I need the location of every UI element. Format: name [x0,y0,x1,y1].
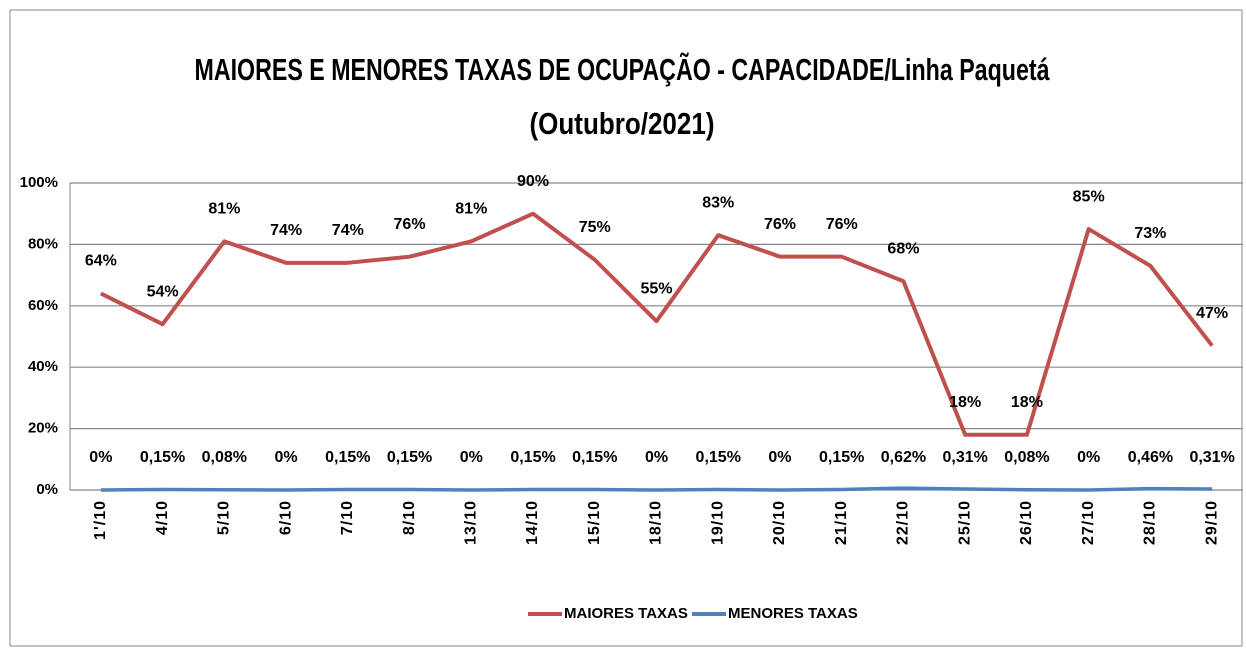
data-label: 0,15% [510,449,555,466]
data-label: 0,15% [696,449,741,466]
x-tick-label: 29/10 [1203,500,1220,545]
data-label: 0,08% [1004,449,1049,466]
x-tick-label: 18/10 [648,500,665,545]
x-tick-label: 1'/10 [92,500,109,540]
y-tick-label: 80% [28,235,58,252]
data-label: 73% [1134,225,1166,242]
data-label: 64% [85,253,117,270]
x-tick-label: 21/10 [833,500,850,545]
data-label: 0% [275,449,298,466]
data-label: 85% [1073,188,1105,205]
data-label: 81% [208,201,240,218]
data-label: 90% [517,173,549,190]
data-label: 0,15% [140,449,185,466]
data-label: 0,08% [202,449,247,466]
series-line [100,486,1213,492]
data-label: 0% [89,449,112,466]
series-line [99,211,1214,437]
data-label: 0,15% [572,449,617,466]
data-label: 0,15% [387,449,432,466]
data-label: 55% [640,280,672,297]
chart-frame [9,9,1243,647]
x-tick-label: 20/10 [771,500,788,545]
data-label: 68% [887,240,919,257]
data-label: 47% [1196,305,1228,322]
data-label: 76% [394,216,426,233]
y-tick-label: 0% [36,481,58,498]
x-tick-label: 26/10 [1018,500,1035,545]
x-tick-label: 5/10 [216,500,233,535]
x-tick-label: 27/10 [1080,500,1097,545]
x-tick-label: 13/10 [463,500,480,545]
data-label: 0,15% [325,449,370,466]
x-tick-label: 4/10 [154,500,171,535]
data-label: 0,62% [881,449,926,466]
data-label: 0% [645,449,668,466]
data-label: 75% [579,219,611,236]
data-label: 54% [147,283,179,300]
legend-label: MENORES TAXAS [728,605,858,622]
x-tick-label: 28/10 [1142,500,1159,545]
y-tick-label: 100% [20,174,58,191]
x-tick-label: 22/10 [895,500,912,545]
chart-subtitle: (Outubro/2021) [530,106,715,141]
x-tick-label: 25/10 [956,500,973,545]
data-label: 18% [949,394,981,411]
x-tick-label: 8/10 [401,500,418,535]
chart-title: MAIORES E MENORES TAXAS DE OCUPAÇÃO - CA… [195,52,1051,87]
data-label: 0,15% [819,449,864,466]
data-label: 81% [455,201,487,218]
data-label: 18% [1011,394,1043,411]
data-label: 83% [702,194,734,211]
x-tick-label: 15/10 [586,500,603,545]
x-tick-label: 19/10 [709,500,726,545]
y-tick-label: 40% [28,358,58,375]
data-label: 0,31% [1189,449,1234,466]
y-tick-label: 20% [28,420,58,437]
data-label: 0% [1077,449,1100,466]
data-label: 74% [270,222,302,239]
x-tick-label: 6/10 [277,500,294,535]
x-tick-label: 7/10 [339,500,356,535]
legend-label: MAIORES TAXAS [564,605,688,622]
data-label: 76% [826,216,858,233]
data-label: 0% [768,449,791,466]
data-label: 74% [332,222,364,239]
data-label: 76% [764,216,796,233]
y-tick-label: 60% [28,297,58,314]
data-label: 0% [460,449,483,466]
x-tick-label: 14/10 [524,500,541,545]
data-label: 0,31% [942,449,987,466]
data-label: 0,46% [1128,449,1173,466]
